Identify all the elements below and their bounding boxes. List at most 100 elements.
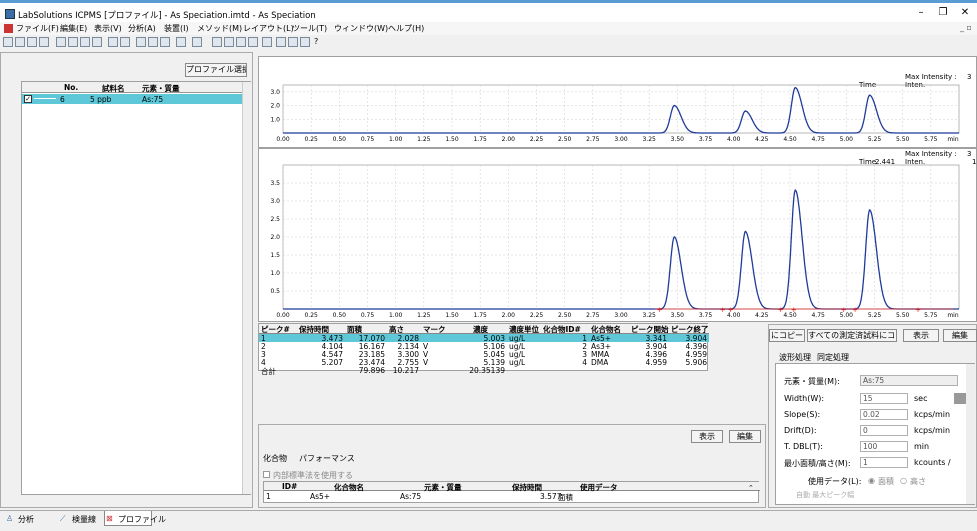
element-field[interactable]: As:75	[860, 375, 958, 386]
tool-icon-12[interactable]	[148, 37, 158, 47]
menu-analysis[interactable]: 分析(A)	[128, 24, 156, 33]
copy-button[interactable]: にコピー	[769, 329, 805, 342]
menu-view[interactable]: 表示(V)	[94, 24, 122, 33]
peak-col-header[interactable]: 濃度	[473, 325, 488, 334]
tool-icon-22[interactable]	[288, 37, 298, 47]
save-icon[interactable]	[15, 37, 25, 47]
x-tick-label: 5.75	[924, 136, 938, 143]
menu-window[interactable]: ウィンドウ(W)	[334, 24, 389, 33]
tool-icon-11[interactable]	[136, 37, 146, 47]
maximize-button[interactable]: ❐	[938, 7, 948, 18]
peak-cell: 4.396	[645, 350, 667, 359]
tool-icon-5[interactable]	[56, 37, 66, 47]
compound-display-button[interactable]: 表示	[691, 430, 723, 443]
tool-icon-8[interactable]	[92, 37, 102, 47]
menu-edit[interactable]: 編集(E)	[60, 24, 88, 33]
menu-method[interactable]: メソッド(M)	[197, 24, 243, 33]
menu-file[interactable]: ファイル(F)	[16, 24, 59, 33]
x-tick-label: 5.00	[840, 312, 854, 319]
cut-off-text: 自動 最大ピーク幅	[796, 491, 855, 499]
width-field[interactable]: 15	[860, 393, 908, 404]
peak-cell: 5.906	[685, 358, 707, 367]
close-button[interactable]: ✕	[960, 7, 970, 18]
peak-point	[868, 209, 871, 211]
menu-tools[interactable]: ツール(T)	[292, 24, 328, 33]
sample-list-header: No. 試料名 元素・質量	[22, 82, 242, 93]
minimize-button[interactable]: –	[918, 7, 924, 18]
peak-col-header[interactable]: 面積	[347, 325, 362, 334]
tool-icon-15[interactable]	[192, 37, 202, 47]
internal-standard-checkbox[interactable]	[263, 471, 270, 478]
sample-row[interactable]: ✓ 6 5 ppb As:75	[22, 94, 242, 104]
tab-waveform[interactable]: 波形処理	[779, 353, 811, 362]
tool-icon-7[interactable]	[80, 37, 90, 47]
peak-col-header[interactable]: ピーク#	[261, 325, 290, 334]
tool-icon-10[interactable]	[120, 37, 130, 47]
tool-icon-19[interactable]	[248, 37, 258, 47]
peak-row[interactable]: 4 5.207 23.474 2.755 V 5.139 ug/L 4 DMA 4.959 5.90…	[259, 358, 709, 367]
peak-col-header[interactable]: ピーク開始	[631, 325, 669, 334]
top-chart-svg[interactable]: 0.00 0.25 0.50 0.75 1.00 1.25 1.50 1.75 2.00 2.25…	[259, 57, 977, 149]
sample-list-scrollbar[interactable]	[242, 82, 251, 494]
profile-select-button[interactable]: プロファイル選択	[185, 63, 247, 77]
settings-display-button[interactable]: 表示	[903, 329, 939, 342]
peak-col-header[interactable]: 濃度単位	[509, 325, 539, 334]
tool-icon-18[interactable]	[236, 37, 246, 47]
compound-col-name: 化合物名	[334, 483, 364, 492]
min-area-field[interactable]: 1	[860, 457, 908, 468]
use-height-radio[interactable]: ○	[900, 476, 907, 485]
peak-col-header[interactable]: マーク	[423, 325, 446, 334]
tool-icon-9[interactable]	[108, 37, 118, 47]
tab-profile[interactable]: プロファイル	[118, 515, 166, 524]
tool-icon-6[interactable]	[68, 37, 78, 47]
tool-icon-17[interactable]	[224, 37, 234, 47]
sample-checkbox[interactable]: ✓	[24, 95, 32, 103]
peak-cell: V	[423, 342, 429, 351]
copy-all-button[interactable]: すべての測定済試料にコピー	[807, 329, 897, 342]
compound-edit-button[interactable]: 編集	[729, 430, 761, 443]
settings-scrollbar[interactable]	[966, 364, 975, 504]
help-icon[interactable]: ?	[314, 37, 319, 46]
open-icon[interactable]	[3, 37, 13, 47]
tab-calibration[interactable]: 検量線	[72, 515, 96, 524]
menu-layout[interactable]: レイアウト(L)	[243, 24, 294, 33]
settings-edit-button[interactable]: 編集	[943, 329, 977, 342]
tab-analysis[interactable]: 分析	[18, 515, 34, 524]
mdi-restore-icon[interactable]: _ ▫	[960, 23, 972, 32]
bottom-chart-svg[interactable]: 0.00 0.25 0.50 0.75 1.00 1.25 1.50 1.75 2.00 2.25…	[259, 149, 977, 323]
menu-instrument[interactable]: 装置(I)	[164, 24, 189, 33]
peak-row[interactable]: 1 3.473 17.070 2.028 5.003 ug/L 1 As5+ 3.341 3.90…	[259, 334, 709, 343]
print-icon[interactable]	[27, 37, 37, 47]
compound-row[interactable]: 1 As5+ As:75 3.577 面積	[264, 492, 760, 502]
peak-col-header[interactable]: 化合物ID#	[543, 325, 581, 334]
peak-cell: 4.959	[645, 358, 667, 367]
peak-total-row[interactable]: 合計 79.896 10.217 20.35139	[259, 366, 709, 376]
tool-icon-14[interactable]	[176, 37, 186, 47]
use-area-radio[interactable]: ◉	[868, 476, 875, 485]
tool-icon-23[interactable]	[300, 37, 310, 47]
width-spin[interactable]	[954, 393, 968, 404]
menu-help[interactable]: ヘルプ(H)	[388, 24, 425, 33]
y-tick-label: 1.5	[270, 252, 280, 259]
tab-compound[interactable]: 化合物	[263, 454, 287, 463]
tab-identification[interactable]: 同定処理	[817, 353, 849, 362]
drift-field[interactable]: 0	[860, 425, 908, 436]
tool-icon-13[interactable]	[160, 37, 170, 47]
peak-col-header[interactable]: ピーク終了	[671, 325, 709, 334]
peak-col-header[interactable]: 保持時間	[299, 325, 329, 334]
peak-row[interactable]: 3 4.547 23.185 3.300 V 5.045 ug/L 3 MMA 4.396 4.95…	[259, 350, 709, 359]
tool-icon-21[interactable]	[276, 37, 286, 47]
tab-performance[interactable]: パフォーマンス	[299, 454, 355, 463]
peak-row[interactable]: 2 4.104 16.167 2.134 V 5.106 ug/L 2 As3+ 3.904 4.3…	[259, 342, 709, 351]
peak-col-header[interactable]: 化合物名	[591, 325, 621, 334]
tool-icon-20[interactable]	[262, 37, 272, 47]
compound-scroll-icon[interactable]: ⌃	[748, 484, 754, 492]
slope-field[interactable]: 0.02	[860, 409, 908, 420]
peak-boundary-marker: +	[841, 306, 847, 314]
peak-cell: 23.474	[358, 358, 385, 367]
peak-col-header[interactable]: 高さ	[389, 325, 404, 334]
tdbl-field[interactable]: 100	[860, 441, 908, 452]
tool-icon-16[interactable]	[212, 37, 222, 47]
peak-cell: 3	[261, 350, 266, 359]
copy-icon[interactable]	[39, 37, 49, 47]
